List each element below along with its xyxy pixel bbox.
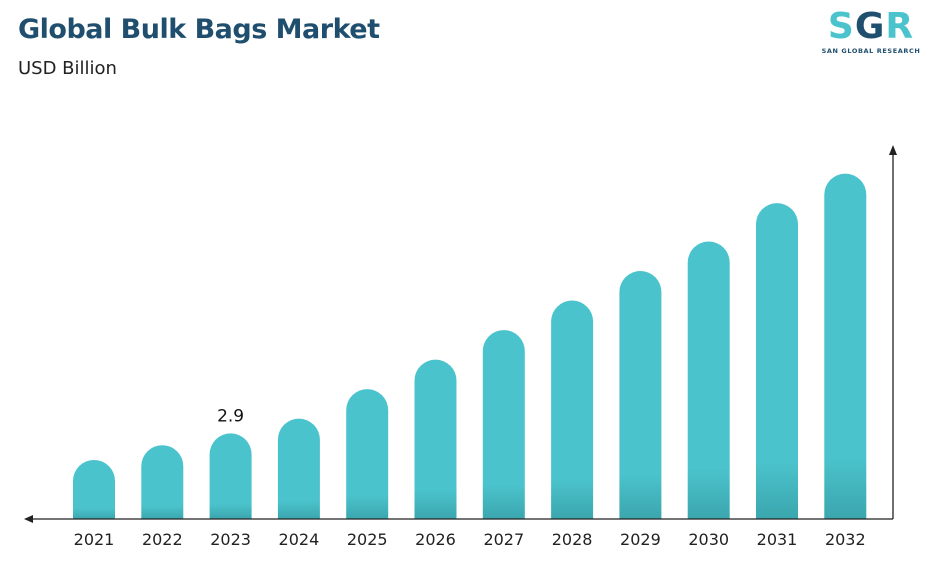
data-labels-group: 2.9 xyxy=(217,406,244,426)
x-tick-label-2023: 2023 xyxy=(210,530,251,549)
bar-2030 xyxy=(687,241,730,519)
x-tick-label-2026: 2026 xyxy=(415,530,456,549)
x-tick-label-2024: 2024 xyxy=(279,530,320,549)
logo-letter-r: R xyxy=(885,6,915,47)
bar-2031 xyxy=(756,203,798,519)
bars-group xyxy=(73,173,867,519)
x-tick-label-2025: 2025 xyxy=(347,530,388,549)
x-tick-label-2021: 2021 xyxy=(74,530,115,549)
bar-2032 xyxy=(824,173,867,519)
x-tick-label-2028: 2028 xyxy=(552,530,593,549)
bar-2021 xyxy=(73,459,115,519)
bar-2024 xyxy=(277,418,320,519)
bar-2029 xyxy=(619,271,662,519)
x-tick-label-2029: 2029 xyxy=(620,530,661,549)
bar-2028 xyxy=(551,300,594,519)
y-axis-arrow-icon xyxy=(889,145,897,155)
x-tick-label-2030: 2030 xyxy=(688,530,729,549)
bar-2025 xyxy=(346,389,389,519)
bar-2022 xyxy=(141,445,184,519)
bar-2023 xyxy=(209,433,252,519)
tick-labels-group: 2021 2022 2023 2024 2025 2026 2027 2028 2029 2030… xyxy=(74,530,866,549)
chart-title: Global Bulk Bags Market xyxy=(18,14,380,45)
x-tick-label-2027: 2027 xyxy=(483,530,524,549)
logo-letter-g: G xyxy=(854,6,886,47)
bar-2026 xyxy=(414,359,457,519)
x-tick-label-2031: 2031 xyxy=(757,530,798,549)
logo-mark: SGR xyxy=(818,8,924,46)
x-axis-arrow-icon xyxy=(24,515,33,523)
chart-subtitle: USD Billion xyxy=(18,58,117,79)
bar-2027 xyxy=(482,330,525,519)
x-tick-label-2032: 2032 xyxy=(825,530,866,549)
logo-letter-s: S xyxy=(827,6,855,47)
x-tick-label-2022: 2022 xyxy=(142,530,183,549)
sgr-logo: SGR SAN GLOBAL RESEARCH xyxy=(818,8,924,58)
logo-tagline: SAN GLOBAL RESEARCH xyxy=(821,47,921,55)
data-label-2023: 2.9 xyxy=(217,406,244,426)
